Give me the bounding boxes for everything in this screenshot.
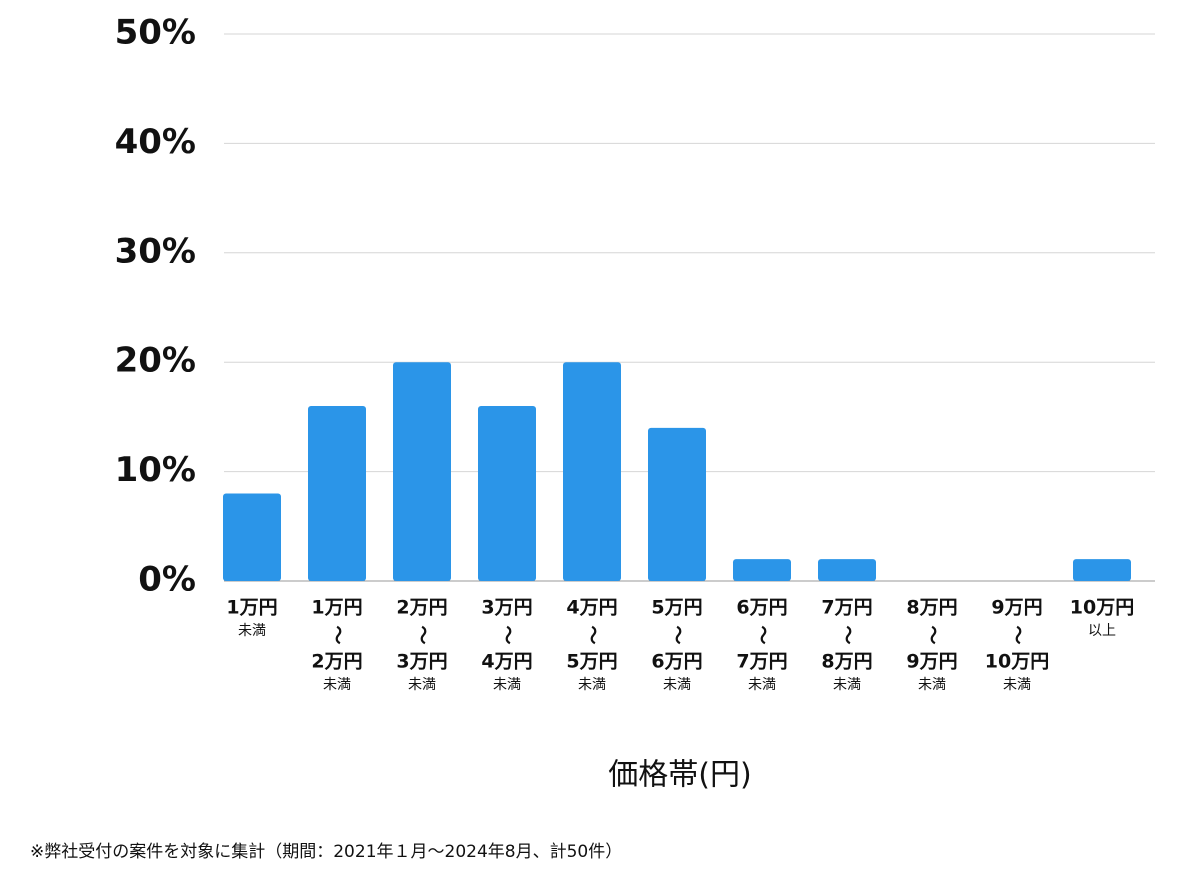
x-tick-label: 〜 [837,625,859,644]
bar [478,405,536,581]
footnote: ※弊社受付の案件を対象に集計（期間：2021年１月〜2024年8月、計50件） [30,842,622,862]
x-tick-label: 〜 [922,625,944,644]
x-tick-label: 6万円 [651,651,702,673]
x-tick-label: 〜 [1007,625,1029,644]
x-tick-label: 6万円 [736,597,787,619]
bar [1073,559,1131,581]
x-tick-label: 3万円 [396,651,447,673]
x-tick-label: 2万円 [311,651,362,673]
x-tick-label: 10万円 [985,651,1049,673]
bar [648,427,706,581]
x-tick-label: 〜 [412,625,434,644]
x-tick-label: 未満 [323,677,351,693]
x-tick-label: 〜 [582,625,604,644]
x-tick-label: 以上 [1088,623,1116,639]
x-tick-label: 未満 [1003,677,1031,693]
x-tick-label: 5万円 [651,597,702,619]
bar [308,405,366,581]
x-tick-label: 2万円 [396,597,447,619]
x-tick-label: 未満 [408,677,436,693]
bar [733,559,791,581]
x-tick-label: 3万円 [481,597,532,619]
x-tick-label: 10万円 [1070,597,1134,619]
x-tick-label: 未満 [748,677,776,693]
x-tick-label: 〜 [752,625,774,644]
x-tick-label: 未満 [918,677,946,693]
x-tick-label: 〜 [667,625,689,644]
x-tick-label: 8万円 [821,651,872,673]
x-tick-label: 7万円 [736,651,787,673]
y-tick-label: 10% [115,450,196,490]
y-tick-label: 20% [115,341,196,381]
x-tick-label: 9万円 [991,597,1042,619]
x-tick-label: 未満 [663,677,691,693]
bar [393,362,451,581]
x-tick-label: 4万円 [481,651,532,673]
y-tick-label: 50% [115,13,196,53]
bar [818,559,876,581]
x-tick-label: 5万円 [566,651,617,673]
bar [223,493,281,581]
x-tick-label: 1万円 [311,597,362,619]
x-tick-label: 未満 [578,677,606,693]
bar [563,362,621,581]
y-tick-label: 30% [115,231,196,271]
x-tick-label: 〜 [497,625,519,644]
x-tick-label: 9万円 [906,651,957,673]
y-tick-label: 40% [115,122,196,162]
x-tick-label: 1万円 [226,597,277,619]
x-tick-label: 8万円 [906,597,957,619]
y-tick-label: 0% [138,560,196,600]
x-tick-label: 4万円 [566,597,617,619]
x-tick-label: 7万円 [821,597,872,619]
x-tick-label: 〜 [327,625,349,644]
x-tick-label: 未満 [833,677,861,693]
x-tick-label: 未満 [238,623,266,639]
x-axis-label: 価格帯(円) [608,758,751,793]
x-tick-label: 未満 [493,677,521,693]
